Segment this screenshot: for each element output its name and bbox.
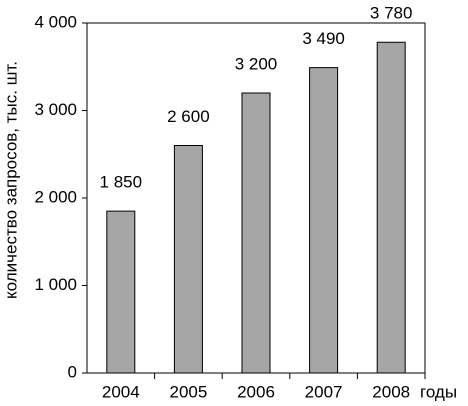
- bar: [309, 67, 339, 374]
- bar: [173, 145, 203, 374]
- bar: [376, 41, 406, 374]
- y-tick-label: 1 000: [34, 275, 77, 294]
- y-tick-label: 0: [68, 362, 77, 381]
- x-axis-label: годы: [420, 382, 457, 401]
- value-label: 3 490: [302, 29, 345, 48]
- bar: [106, 210, 136, 374]
- value-label: 2 600: [167, 107, 210, 126]
- y-tick-label: 3 000: [34, 100, 77, 119]
- y-tick-label: 2 000: [34, 187, 77, 206]
- y-axis-label: количество запросов, тыс. шт.: [1, 61, 20, 299]
- x-tick-label: 2008: [372, 382, 410, 401]
- bar: [241, 92, 271, 374]
- x-tick-label: 2005: [169, 382, 207, 401]
- value-label: 1 850: [100, 173, 143, 192]
- y-tick-label: 4 000: [34, 12, 77, 31]
- x-tick-label: 2006: [237, 382, 275, 401]
- x-tick-label: 2004: [102, 382, 140, 401]
- value-label: 3 780: [370, 4, 413, 23]
- value-label: 3 200: [235, 54, 278, 73]
- x-tick-label: 2007: [305, 382, 343, 401]
